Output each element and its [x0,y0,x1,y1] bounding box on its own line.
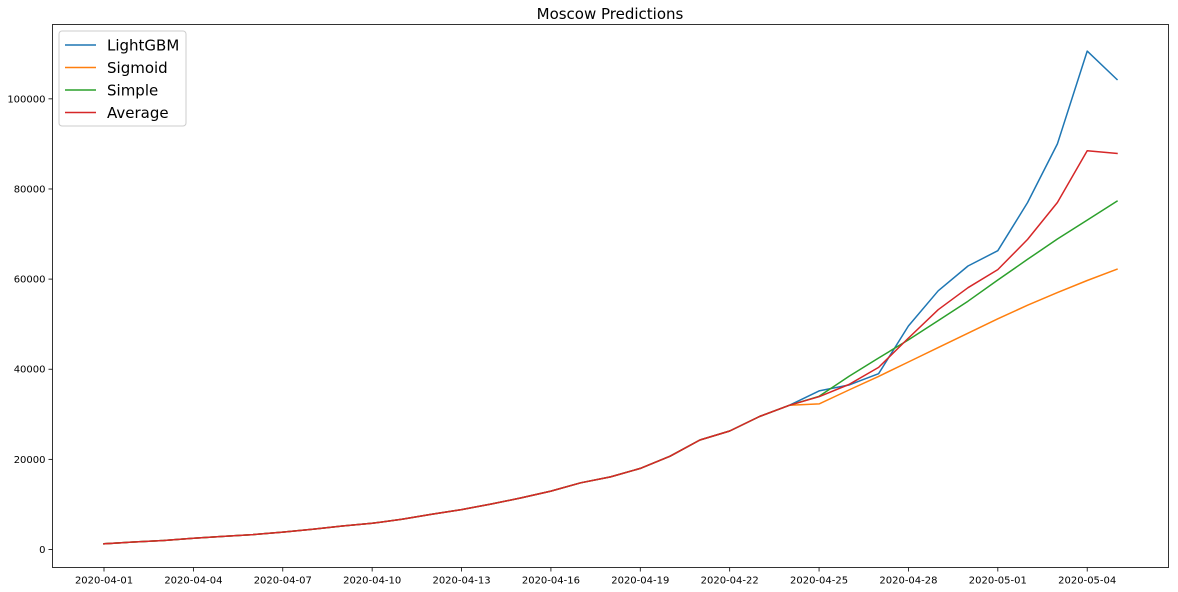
x-tick-label: 2020-04-13 [432,576,490,587]
x-tick-label: 2020-04-28 [879,576,937,587]
legend-label: Simple [107,82,158,100]
x-tick-label: 2020-05-04 [1058,576,1116,587]
series-lines [103,50,1119,545]
legend-box [58,30,187,127]
y-tick-label: 100000 [7,94,45,105]
x-tick-label: 2020-04-16 [522,576,580,587]
series-line-sigmoid [103,268,1118,545]
legend-label: Sigmoid [107,59,168,77]
x-tick-label: 2020-04-07 [254,576,312,587]
legend: LightGBM Sigmoid Simple Average [58,30,187,127]
plot-frame [52,24,1169,568]
series-line-simple [103,200,1119,545]
y-tick-label: 20000 [14,455,46,466]
x-tick-label: 2020-04-19 [611,576,669,587]
chart-title: Moscow Predictions [537,5,684,23]
x-axis: 2020-04-01 2020-04-04 2020-04-07 2020-04-10… [75,567,1116,587]
y-tick-label: 0 [39,545,45,556]
series-line-lightgbm [103,50,1119,545]
legend-label: LightGBM [107,37,179,55]
x-tick-label: 2020-04-04 [164,576,222,587]
series-line-average [103,149,1118,545]
x-tick-label: 2020-04-22 [701,576,759,587]
x-tick-label: 2020-05-01 [969,576,1027,587]
legend-label: Average [107,104,169,122]
y-tick-label: 40000 [14,365,46,376]
y-axis: 0 20000 40000 60000 80000 100000 [7,94,53,556]
y-tick-label: 60000 [14,275,46,286]
x-tick-label: 2020-04-01 [75,576,133,587]
x-tick-label: 2020-04-10 [343,576,401,587]
y-tick-label: 80000 [14,184,46,195]
x-tick-label: 2020-04-25 [790,576,848,587]
